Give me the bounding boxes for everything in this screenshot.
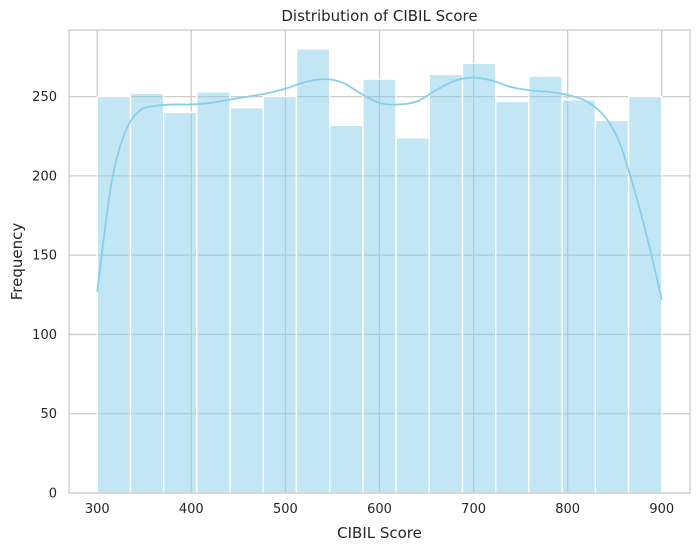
x-tick-label: 400 xyxy=(179,502,204,517)
y-tick-label: 100 xyxy=(32,328,57,343)
y-tick-label: 0 xyxy=(49,487,57,502)
histogram-bar xyxy=(329,124,364,494)
x-axis-label: CIBIL Score xyxy=(337,524,422,542)
histogram-bar xyxy=(96,95,132,494)
x-tick-label: 900 xyxy=(649,502,674,517)
histogram-bar xyxy=(229,106,264,494)
histogram-bar xyxy=(561,99,597,494)
x-tick-label: 700 xyxy=(461,502,486,517)
y-tick-labels: 0 50 100 150 200 250 xyxy=(32,90,57,501)
histogram-bar xyxy=(262,95,298,494)
x-tick-label: 800 xyxy=(555,502,580,517)
histogram-bar xyxy=(428,73,464,494)
histogram-bar xyxy=(395,137,430,494)
histogram-bar xyxy=(461,62,497,494)
x-tick-labels: 300 400 500 600 700 800 900 xyxy=(85,502,674,517)
x-tick-label: 500 xyxy=(273,502,298,517)
histogram-bar xyxy=(196,91,231,494)
x-tick-label: 300 xyxy=(85,502,110,517)
histogram-bar xyxy=(495,100,530,494)
y-axis-label: Frequency xyxy=(8,223,26,301)
histogram-bar xyxy=(295,48,331,494)
y-tick-label: 200 xyxy=(32,169,57,184)
histogram-bar xyxy=(362,78,397,494)
y-tick-label: 50 xyxy=(40,407,57,422)
x-tick-label: 600 xyxy=(367,502,392,517)
chart-title: Distribution of CIBIL Score xyxy=(281,7,477,25)
kde-line xyxy=(96,76,663,300)
histogram-bar xyxy=(528,75,563,494)
histogram-bar xyxy=(129,92,165,494)
histogram-bar xyxy=(594,119,630,494)
kde-curve xyxy=(96,76,663,300)
histogram-bar xyxy=(162,111,198,494)
y-tick-label: 150 xyxy=(32,249,57,264)
y-tick-label: 250 xyxy=(32,90,57,105)
histogram-bar xyxy=(627,95,663,494)
plot-frame xyxy=(68,29,691,494)
bars xyxy=(96,48,663,494)
